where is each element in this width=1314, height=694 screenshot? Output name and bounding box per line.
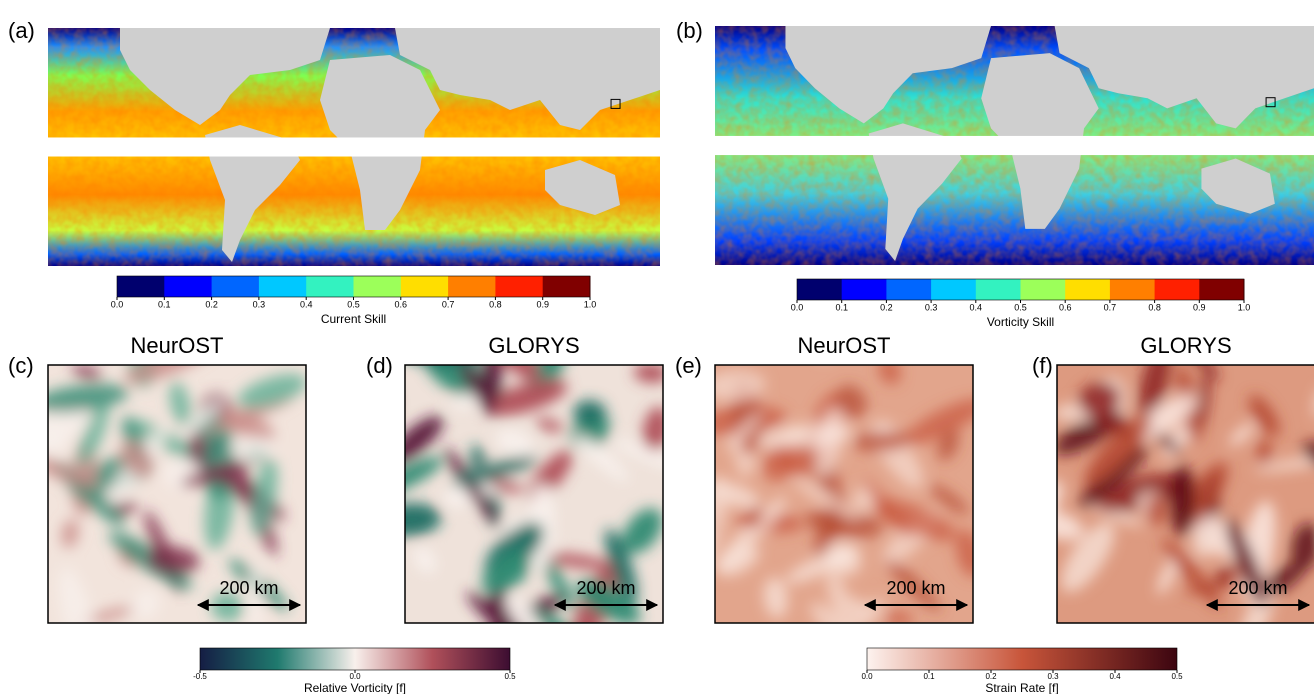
panel-title: GLORYS [488,333,579,358]
colorbar-bin [1110,279,1155,300]
field [689,326,991,668]
colorbar-tick-label: 0.2 [985,672,997,681]
panel-title: NeurOST [131,333,224,358]
panel-label: (f) [1032,353,1053,378]
colorbar-tick-label: 0.7 [1104,302,1117,312]
panel-label: (e) [675,353,702,378]
panel-label: (b) [676,18,703,43]
colorbar-tick-label: 0.5 [504,672,516,681]
colorbar-tick-label: 0.3 [253,299,266,309]
colorbar-tick-label: 0.7 [442,299,455,309]
scale-label: 200 km [886,578,945,598]
colorbar-tick-label: 0.5 [1014,302,1027,312]
colorbar [867,648,1177,670]
colorbar-bin [1065,279,1110,300]
colorbar-bin [1155,279,1200,300]
eddy [780,444,817,477]
colorbar-bin [212,276,260,297]
colorbar-label: Relative Vorticity [f] [304,681,406,694]
colorbar-tick-label: 0.0 [349,672,361,681]
colorbar-tick-label: -0.5 [193,672,207,681]
scale-label: 200 km [219,578,278,598]
colorbar-tick-label: 0.5 [347,299,360,309]
colorbar-bin [1021,279,1066,300]
colorbar-tick-label: 0.3 [1047,672,1059,681]
panel-label: (d) [366,353,393,378]
colorbar-label: Strain Rate [f] [985,681,1058,694]
colorbar-tick-label: 0.5 [1171,672,1183,681]
colorbar-tick-label: 0.8 [489,299,502,309]
colorbar-tick-label: 0.8 [1148,302,1161,312]
colorbar-tick-label: 0.0 [111,299,124,309]
equator-mask [48,137,660,156]
colorbar-tick-label: 0.2 [205,299,218,309]
colorbar-tick-label: 0.0 [791,302,804,312]
colorbar [200,648,510,670]
colorbar-tick-label: 0.4 [1109,672,1121,681]
colorbar-tick-label: 0.1 [835,302,848,312]
scale-label: 200 km [1228,578,1287,598]
colorbar-bin [495,276,543,297]
colorbar-tick-label: 0.1 [158,299,171,309]
colorbar-tick-label: 0.3 [925,302,938,312]
colorbar-tick-label: 0.2 [880,302,893,312]
colorbar-tick-label: 0.0 [861,672,873,681]
colorbar-bin [448,276,496,297]
panel-title: NeurOST [798,333,891,358]
colorbar-tick-label: 0.1 [923,672,935,681]
colorbar-tick-label: 1.0 [1238,302,1251,312]
colorbar-bin [931,279,976,300]
colorbar-bin [842,279,887,300]
panel-label: (a) [8,18,35,43]
colorbar-bin [797,279,842,300]
colorbar-tick-label: 0.4 [970,302,983,312]
colorbar-tick-label: 0.9 [536,299,549,309]
panel-label: (c) [8,353,34,378]
map [715,26,1314,265]
colorbar-label: Current Skill [321,312,386,326]
colorbar-bin [976,279,1021,300]
colorbar-tick-label: 0.6 [395,299,408,309]
colorbar-bin [543,276,591,297]
map [48,28,660,266]
colorbar-bin [1199,279,1244,300]
colorbar-tick-label: 0.9 [1193,302,1206,312]
colorbar-bin [306,276,354,297]
colorbar-tick-label: 0.4 [300,299,313,309]
figure: (a) 0.0 0.1 0.2 0.3 0.4 0.5 0.6 0.7 0.8 0.9 1.0 Curr… [0,0,1314,694]
eddy [365,377,399,422]
colorbar-bin [886,279,931,300]
colorbar-label: Vorticity Skill [987,315,1054,329]
eddy [513,644,541,673]
colorbar-bin [401,276,449,297]
colorbar-bin [354,276,402,297]
colorbar-bin [164,276,212,297]
colorbar-tick-label: 0.6 [1059,302,1072,312]
equator-mask [715,136,1314,155]
colorbar-bin [117,276,165,297]
colorbar-tick-label: 1.0 [584,299,597,309]
panel-title: GLORYS [1140,333,1231,358]
scale-label: 200 km [576,578,635,598]
colorbar-bin [259,276,307,297]
